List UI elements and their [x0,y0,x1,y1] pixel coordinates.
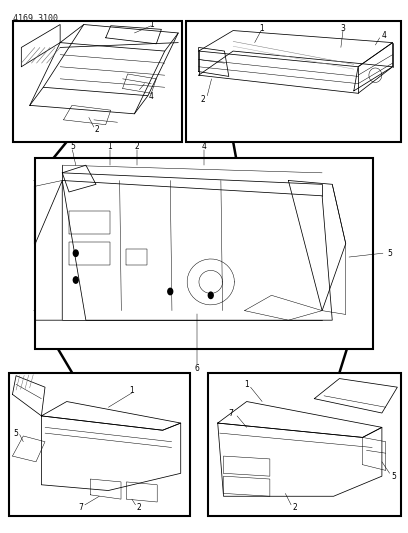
Bar [9,373,190,516]
Text: 4169 3100: 4169 3100 [13,14,58,23]
Text: 4: 4 [149,92,154,101]
Text: 5: 5 [387,249,392,258]
Text: 4: 4 [381,31,386,40]
Text: 2: 2 [134,142,139,150]
Bar [208,373,401,516]
Text: 1: 1 [149,20,154,29]
Text: 4: 4 [202,142,206,150]
Text: 1: 1 [259,23,264,33]
Bar [186,21,401,142]
Text: 1: 1 [244,380,249,389]
Text: 7: 7 [229,408,234,417]
Text: 2: 2 [95,125,100,134]
Text: 7: 7 [79,503,84,512]
Text: 2: 2 [137,503,142,512]
Text: 1: 1 [107,142,112,150]
Circle shape [168,288,173,295]
Circle shape [73,277,78,283]
Bar [35,158,373,349]
Text: 5: 5 [13,429,18,438]
Text: 5: 5 [70,142,75,150]
Text: 3: 3 [341,23,346,33]
Circle shape [208,292,213,298]
Text: 1: 1 [129,385,134,394]
Text: 2: 2 [201,95,205,104]
Text: 6: 6 [195,364,200,373]
Circle shape [73,250,78,256]
Bar [13,21,182,142]
Text: 2: 2 [293,503,297,512]
Text: 5: 5 [391,472,396,481]
